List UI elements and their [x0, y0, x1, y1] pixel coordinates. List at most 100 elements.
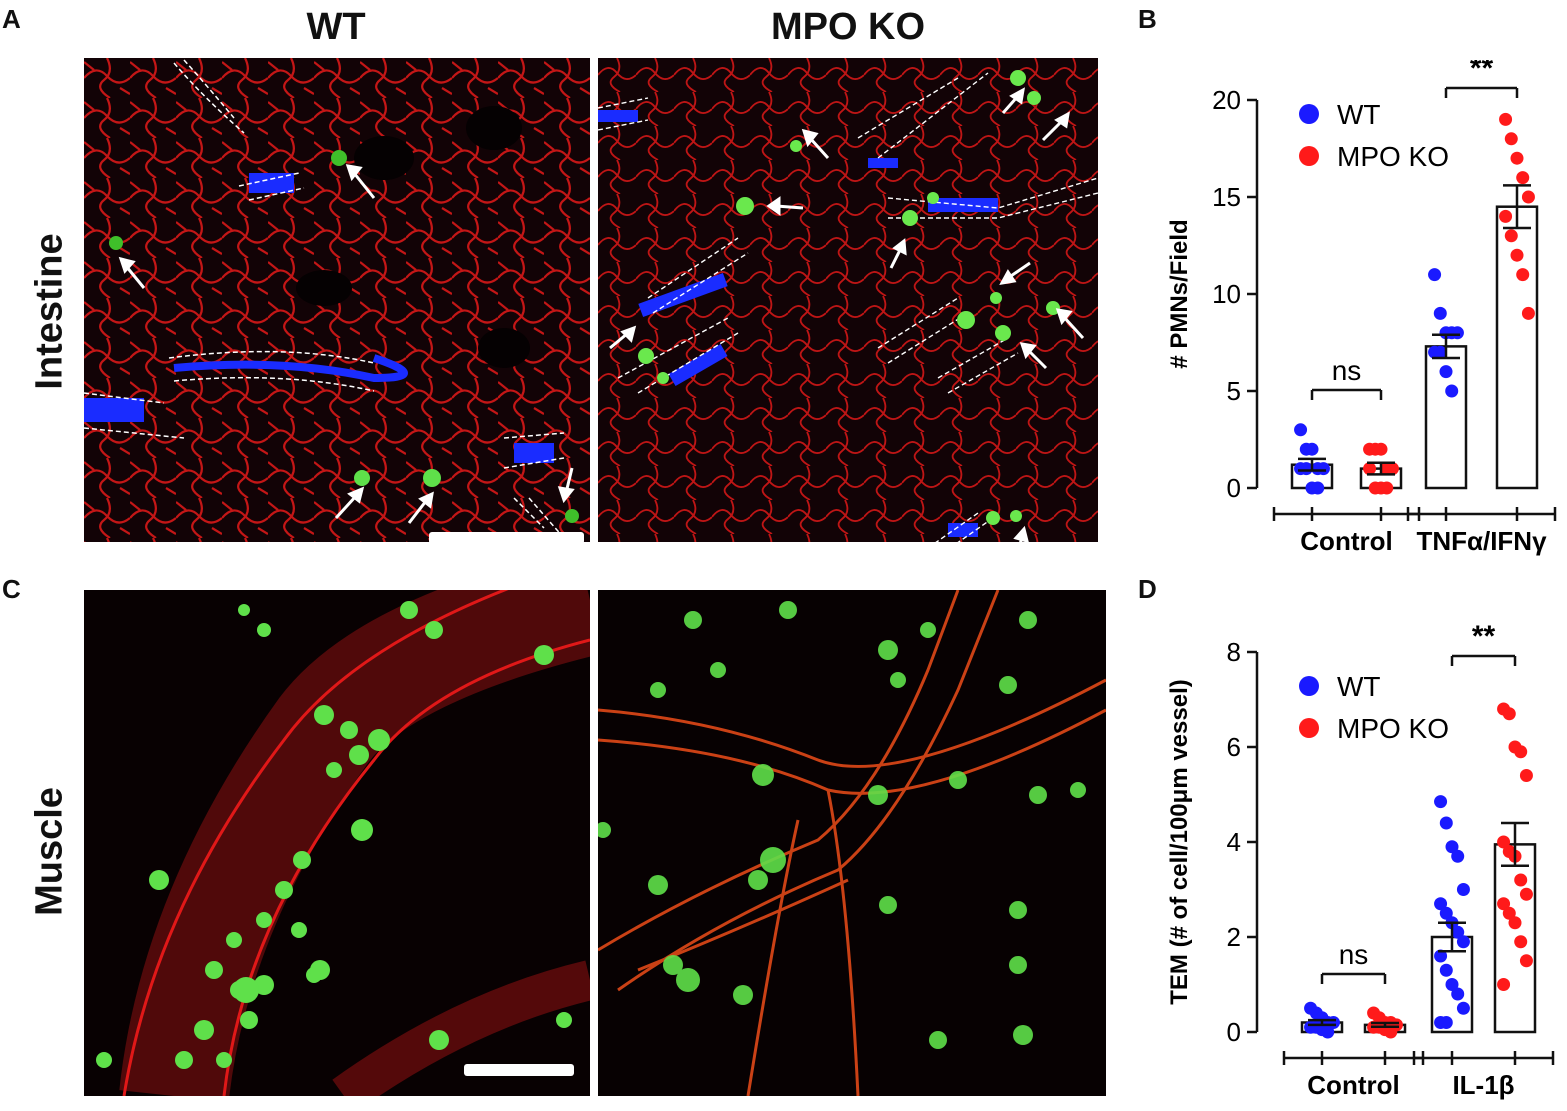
legend-marker [1299, 718, 1319, 738]
data-point [1510, 248, 1524, 262]
panel-letter-a: A [2, 4, 21, 34]
data-point [1450, 326, 1464, 340]
data-point [1497, 897, 1511, 911]
data-point [1516, 171, 1530, 185]
data-point [1510, 151, 1524, 165]
data-point [1374, 442, 1388, 456]
legend-label: WT [1337, 99, 1381, 130]
y-tick-label: 2 [1227, 922, 1241, 952]
micrograph-intestine-wt [84, 58, 590, 542]
micrograph-intestine-wt-drawing [84, 58, 590, 542]
y-tick-label: 4 [1227, 827, 1241, 857]
data-point [1316, 462, 1330, 476]
data-point [1299, 462, 1313, 476]
legend-marker [1299, 104, 1319, 124]
data-point [1521, 190, 1535, 204]
data-point [1497, 835, 1511, 849]
data-point [1514, 873, 1528, 887]
data-point [1499, 209, 1513, 223]
significance-label: ** [1470, 60, 1494, 85]
micrograph-muscle-mpo-ko [598, 590, 1106, 1096]
data-point [1294, 423, 1308, 437]
data-point [1502, 707, 1516, 721]
data-point [1508, 916, 1522, 930]
column-title-wt: WT [306, 6, 366, 48]
data-point [1363, 462, 1377, 476]
group-label: IL-1β [1452, 1070, 1514, 1100]
y-axis-label: # PMNs/Field [1166, 219, 1193, 368]
data-point [1439, 816, 1453, 830]
data-point [1519, 954, 1533, 968]
y-tick-label: 6 [1227, 732, 1241, 762]
data-point [1434, 897, 1448, 911]
data-point [1311, 481, 1325, 495]
chart-b: 0 5 10 15 20 # PMNs/Field Control TNFα/IFNγ ns **… [1145, 52, 1567, 570]
micrograph-intestine-mpo-ko [598, 58, 1098, 542]
data-point [1514, 745, 1528, 759]
y-tick-label: 0 [1227, 473, 1241, 503]
micrograph-muscle-mpo-ko-drawing [598, 590, 1106, 1096]
column-title-mpo-ko: MPO KO [770, 6, 926, 48]
data-point [1321, 1025, 1335, 1039]
legend-marker [1299, 676, 1319, 696]
data-point [1384, 1025, 1398, 1039]
data-point [1451, 849, 1465, 863]
data-point [1439, 963, 1453, 977]
data-point [1433, 306, 1447, 320]
legend-marker [1299, 146, 1319, 166]
data-point [1516, 268, 1530, 282]
significance-label: ** [1472, 620, 1496, 653]
data-point [1433, 345, 1447, 359]
data-point [1456, 935, 1470, 949]
data-point [1434, 795, 1448, 809]
legend-label: MPO KO [1337, 141, 1449, 172]
data-point [1502, 906, 1516, 920]
y-tick-label: 15 [1212, 182, 1241, 212]
data-point [1385, 462, 1399, 476]
data-point [1519, 887, 1533, 901]
micrograph-muscle-wt [84, 590, 590, 1096]
data-point [1445, 384, 1459, 398]
data-point [1305, 442, 1319, 456]
chart-d-svg: 0 2 4 6 8 TEM (# of cell/100μm vessel) Control… [1166, 620, 1555, 1100]
data-point [1519, 769, 1533, 782]
panel-letter-d: D [1138, 574, 1157, 604]
y-axis-label: TEM (# of cell/100μm vessel) [1166, 679, 1193, 1005]
data-point [1445, 978, 1459, 991]
data-point [1434, 949, 1448, 963]
data-point [1380, 481, 1394, 495]
data-point [1521, 306, 1535, 320]
significance-label: ns [1332, 355, 1362, 386]
data-point [1456, 1001, 1470, 1015]
data-point [1451, 987, 1465, 1001]
row-label-intestine: Intestine [28, 233, 71, 390]
data-point [1439, 906, 1453, 920]
y-tick-label: 20 [1212, 85, 1241, 115]
significance-label: ns [1339, 939, 1369, 970]
data-point [1439, 365, 1453, 379]
data-point [1499, 112, 1513, 126]
data-point [1451, 925, 1465, 939]
data-point [1456, 883, 1470, 896]
micrograph-muscle-wt-drawing [84, 590, 590, 1096]
chart-d: 0 2 4 6 8 TEM (# of cell/100μm vessel) Control… [1145, 600, 1567, 1106]
legend-label: WT [1337, 671, 1381, 702]
bar [1424, 345, 1468, 490]
row-label-muscle: Muscle [28, 787, 71, 916]
data-point [1428, 268, 1442, 282]
data-point [1445, 840, 1459, 854]
data-point [1504, 132, 1518, 146]
y-tick-label: 0 [1227, 1017, 1241, 1047]
panel-letter-c: C [2, 574, 21, 604]
data-point [1504, 229, 1518, 243]
group-label: TNFα/IFNγ [1416, 526, 1547, 556]
data-point [1497, 978, 1511, 991]
y-tick-label: 8 [1227, 637, 1241, 667]
group-label: Control [1307, 1070, 1399, 1100]
legend-label: MPO KO [1337, 713, 1449, 744]
data-point [1439, 1016, 1453, 1029]
group-label: Control [1300, 526, 1392, 556]
y-tick-label: 5 [1227, 376, 1241, 406]
y-tick-label: 10 [1212, 279, 1241, 309]
chart-b-svg: 0 5 10 15 20 # PMNs/Field Control TNFα/IFNγ ns **… [1166, 52, 1557, 556]
